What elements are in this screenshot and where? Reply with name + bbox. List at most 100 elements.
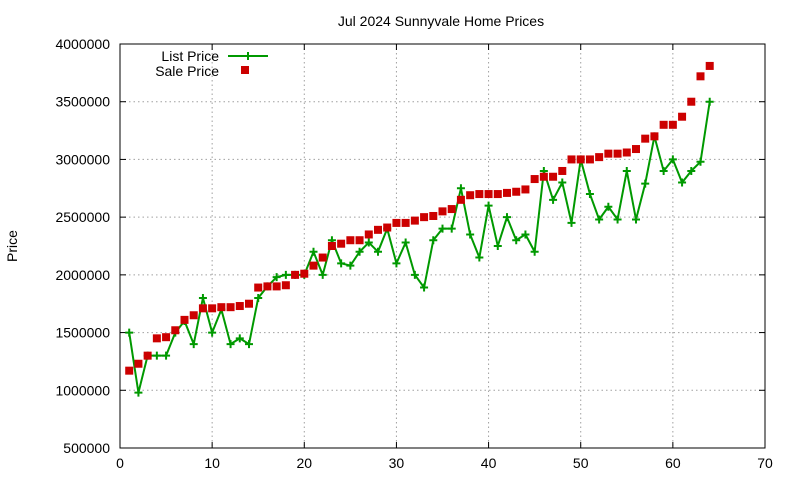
list-price-point bbox=[466, 230, 475, 239]
list-price-point bbox=[392, 259, 401, 268]
list-price-point bbox=[585, 190, 594, 199]
sale-price-point bbox=[291, 270, 300, 279]
sale-price-point bbox=[134, 359, 143, 368]
list-price-point bbox=[420, 283, 429, 292]
sale-price-point bbox=[576, 155, 585, 164]
list-price-point bbox=[567, 218, 576, 227]
sale-price-point bbox=[512, 187, 521, 196]
list-price-point bbox=[134, 388, 143, 397]
list-price-point bbox=[687, 166, 696, 175]
plot-frame bbox=[119, 43, 766, 449]
sale-price-point bbox=[585, 155, 594, 164]
list-price-point bbox=[438, 224, 447, 233]
sale-price-point bbox=[364, 230, 373, 239]
sale-price-point bbox=[318, 253, 327, 262]
sale-price-point bbox=[180, 315, 189, 324]
list-price-point bbox=[678, 178, 687, 187]
sale-price-point bbox=[558, 166, 567, 175]
list-price-point bbox=[456, 184, 465, 193]
x-tick-label: 10 bbox=[204, 455, 220, 471]
sale-price-point bbox=[346, 236, 355, 245]
x-tick-label: 50 bbox=[573, 455, 589, 471]
list-price-point bbox=[355, 247, 364, 256]
sale-price-point bbox=[503, 188, 511, 197]
list-price-point bbox=[245, 340, 253, 349]
sale-price-point bbox=[521, 185, 530, 194]
sale-price-point bbox=[152, 334, 161, 343]
sale-price-point bbox=[245, 299, 253, 308]
sale-price-point bbox=[392, 218, 401, 227]
list-price-point bbox=[705, 97, 714, 106]
legend-swatch-sale-price bbox=[241, 66, 249, 74]
sale-price-point bbox=[687, 97, 696, 106]
sale-price-point bbox=[595, 153, 604, 162]
sale-price-point bbox=[198, 304, 207, 313]
axis-ticks bbox=[119, 43, 766, 449]
sale-price-point bbox=[208, 304, 217, 313]
sale-price-point bbox=[281, 281, 290, 290]
sale-price-point bbox=[189, 311, 198, 320]
legend-label-list-price: List Price bbox=[161, 48, 219, 64]
sale-price-point bbox=[696, 72, 705, 81]
y-tick-label: 3500000 bbox=[55, 94, 110, 110]
list-price-point bbox=[162, 351, 171, 360]
sale-price-point bbox=[613, 149, 622, 158]
sale-price-point bbox=[254, 283, 263, 292]
y-tick-label: 3000000 bbox=[55, 151, 110, 167]
x-tick-labels: 0 10 20 30 40 50 60 70 bbox=[116, 455, 773, 471]
y-tick-label: 500000 bbox=[63, 440, 110, 456]
legend-marker-list-price bbox=[244, 52, 252, 60]
x-tick-label: 70 bbox=[757, 455, 773, 471]
sale-price-point bbox=[171, 326, 180, 335]
list-price-point bbox=[401, 238, 410, 247]
sale-price-point bbox=[162, 333, 171, 342]
y-tick-label: 2500000 bbox=[55, 209, 110, 225]
y-tick-labels: 500000 1000000 1500000 2000000 2500000 300000… bbox=[55, 36, 110, 456]
list-price-point bbox=[208, 328, 217, 337]
x-tick-label: 30 bbox=[389, 455, 405, 471]
sale-price-point bbox=[567, 155, 576, 164]
list-price-point bbox=[226, 340, 235, 349]
list-price-point bbox=[613, 215, 622, 224]
y-axis-label: Price bbox=[4, 230, 20, 262]
list-price-point bbox=[595, 215, 604, 224]
sale-price-point bbox=[705, 61, 714, 70]
sale-price-point bbox=[226, 303, 235, 312]
list-price-point bbox=[493, 242, 502, 250]
list-price-point bbox=[429, 236, 438, 245]
sale-price-point bbox=[125, 366, 134, 375]
list-price-point bbox=[484, 201, 493, 210]
sale-price-point bbox=[466, 191, 475, 200]
list-price-point bbox=[622, 166, 631, 175]
sale-price-point bbox=[143, 351, 152, 360]
legend-label-sale-price: Sale Price bbox=[155, 63, 219, 79]
list-price-point bbox=[604, 202, 613, 211]
y-tick-label: 4000000 bbox=[55, 36, 110, 52]
sale-price-point bbox=[493, 190, 502, 199]
list-price-point bbox=[198, 293, 207, 302]
list-price-point bbox=[152, 351, 161, 360]
sale-price-point bbox=[401, 218, 410, 227]
sale-price-point bbox=[484, 190, 493, 199]
list-price-point bbox=[549, 195, 558, 204]
x-tick-label: 0 bbox=[116, 455, 124, 471]
sale-price-point bbox=[429, 211, 438, 220]
list-price-point bbox=[235, 334, 244, 343]
sale-price-point bbox=[309, 261, 318, 270]
sale-price-point bbox=[410, 216, 419, 225]
list-price-point bbox=[318, 270, 327, 279]
list-price-point bbox=[659, 166, 668, 175]
chart-title: Jul 2024 Sunnyvale Home Prices bbox=[338, 13, 544, 29]
sale-price-point bbox=[447, 205, 456, 214]
sale-price-point bbox=[327, 242, 336, 250]
sale-price-point bbox=[641, 134, 650, 143]
list-price-point bbox=[632, 215, 640, 224]
sale-price-point bbox=[632, 145, 640, 154]
list-price-point bbox=[558, 178, 567, 187]
list-price-point bbox=[189, 340, 198, 349]
sale-price-point bbox=[475, 190, 484, 199]
list-price-point bbox=[374, 247, 382, 256]
sale-price-point bbox=[604, 149, 613, 158]
list-price-point bbox=[447, 224, 456, 233]
list-price-point bbox=[475, 253, 484, 262]
